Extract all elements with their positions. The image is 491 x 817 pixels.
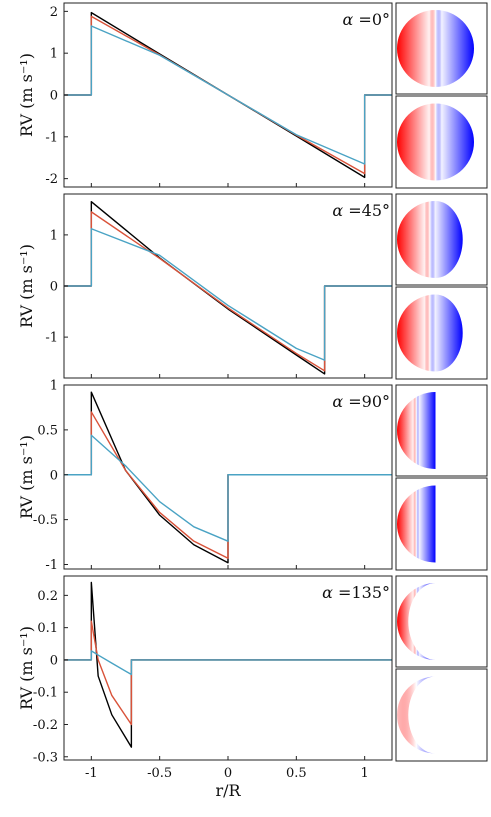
panel-2: -1 0 1 RV (m s⁻¹) α =45° [17,193,488,380]
illuminated-disk [397,201,463,278]
rv-curve-3 [64,434,392,542]
y-axis-label: RV (m s⁻¹) [17,626,36,710]
y-tick-label: -0.2 [33,718,58,733]
alpha-annotation: α =0° [343,10,390,29]
alpha-value: =0° [353,10,390,29]
illuminated-disk [397,392,436,469]
y-tick-label: 1 [50,228,58,243]
y-tick-label: -0.1 [33,686,58,701]
y-tick-label: -1 [45,130,58,145]
alpha-annotation: α =45° [332,201,390,220]
rv-curve-3 [64,25,392,165]
alpha-value: =45° [343,201,390,220]
rv-curve-3 [64,228,392,361]
y-tick-label: 0.5 [37,423,58,438]
y-tick-label: 0.2 [37,589,58,604]
x-tick-label: -0.5 [147,766,172,781]
y-tick-label: 0.1 [37,621,58,636]
y-tick-label: -1 [45,558,58,573]
y-tick-label: -1 [45,331,58,346]
disk-thumbnail [395,668,488,762]
disk-thumbnail [395,95,488,189]
x-tick-label: 1 [361,766,369,781]
alpha-symbol: α [332,201,343,220]
alpha-annotation: α =90° [332,392,390,411]
x-tick-label: 0 [224,766,232,781]
series-group [64,391,392,564]
alpha-value: =90° [343,392,390,411]
rv-curve-1 [64,581,392,748]
rv-curve-2 [64,211,392,372]
y-tick-label: -0.5 [33,513,58,528]
panel-1: -2 -1 0 1 2 RV (m s⁻¹) α =0° [17,2,488,189]
alpha-symbol: α [322,583,333,602]
series-group [64,200,392,375]
x-tick-label: 0.5 [286,766,307,781]
y-axis-label: RV (m s⁻¹) [17,435,36,519]
illuminated-disk [397,103,474,181]
x-tick-label: -1 [85,766,98,781]
disk-frame [395,668,488,762]
illuminated-disk [397,294,463,372]
y-axis-label: RV (m s⁻¹) [17,244,36,328]
panel-3: -1 -0.5 0 0.5 1 RV (m s⁻¹) α =90° [17,379,488,573]
illuminated-disk [397,583,436,660]
alpha-symbol: α [332,392,343,411]
series-group [64,11,392,179]
x-axis-label: r/R [215,781,241,800]
disk-frame [395,575,488,668]
y-tick-label: 1 [50,379,58,394]
alpha-value: =135° [333,583,390,602]
y-tick-label: 0 [50,280,58,295]
disk-thumbnail [395,477,488,571]
disk-thumbnail [395,2,488,95]
alpha-symbol: α [343,10,354,29]
rv-curve-2 [64,620,392,726]
illuminated-disk [397,485,436,563]
disk-thumbnail [395,575,488,668]
disk-thumbnail [395,286,488,380]
y-tick-label: 2 [50,5,58,20]
y-tick-label: 0 [50,89,58,104]
series-group [64,581,392,748]
y-tick-label: -2 [45,172,58,187]
illuminated-disk [397,10,474,87]
disk-thumbnail [395,193,488,286]
alpha-annotation: α =135° [322,583,390,602]
panel-4: -0.3 -0.2 -0.1 0 0.1 0.2 RV (m s⁻¹) α =135° [17,575,488,765]
y-tick-label: 1 [50,47,58,62]
illuminated-disk [397,676,436,754]
y-axis-label: RV (m s⁻¹) [17,53,36,137]
y-tick-label: -0.3 [33,750,58,765]
axes-box [63,575,393,761]
y-tick-label: 0 [50,468,58,483]
disk-thumbnail [395,384,488,477]
y-tick-label: 0 [50,653,58,668]
rv-curve-3 [64,650,392,676]
